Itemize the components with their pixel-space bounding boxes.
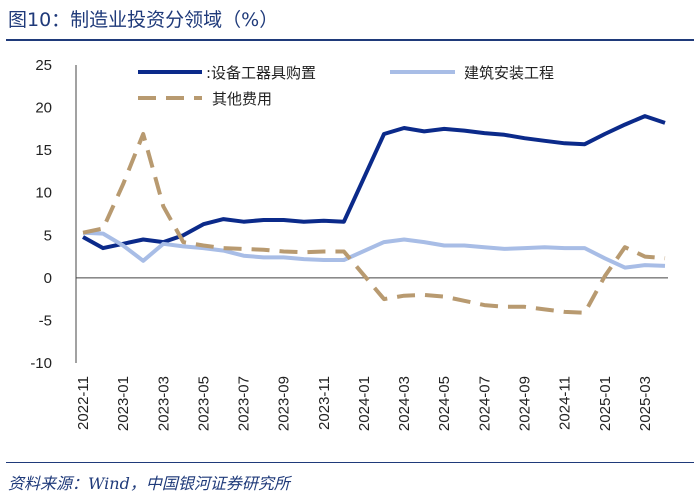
y-tick-label: 20 bbox=[35, 100, 52, 117]
y-tick-label: 5 bbox=[44, 227, 52, 244]
x-tick-label: 2023-01 bbox=[115, 376, 132, 431]
series-line-1 bbox=[82, 114, 666, 251]
x-tick-label: 2024-07 bbox=[476, 376, 493, 431]
x-tick-label: 2024-05 bbox=[436, 376, 453, 431]
x-tick-label: 2024-03 bbox=[396, 376, 413, 431]
title-rule bbox=[6, 39, 694, 41]
chart-title: 图10：制造业投资分领域（%） bbox=[8, 9, 279, 31]
x-tick-label: 2023-05 bbox=[195, 376, 212, 431]
x-tick-label: 2022-11 bbox=[75, 376, 92, 430]
x-tick-label: 2023-07 bbox=[236, 376, 253, 431]
legend-label: 其他费用 bbox=[212, 90, 272, 108]
y-tick-label: 0 bbox=[44, 270, 52, 287]
y-tick-label: 25 bbox=[35, 57, 52, 74]
y-tick-label: -10 bbox=[30, 355, 52, 372]
x-tick-label: 2024-09 bbox=[517, 376, 534, 431]
x-tick-label: 2023-03 bbox=[155, 376, 172, 431]
legend-label: 建筑安装工程 bbox=[464, 64, 554, 82]
x-tick-label: 2024-11 bbox=[557, 376, 574, 430]
y-tick-label: -5 bbox=[39, 312, 52, 329]
x-tick-label: 2025-01 bbox=[597, 376, 614, 431]
series-line-2 bbox=[82, 230, 666, 270]
x-tick-label: 2025-03 bbox=[637, 376, 654, 431]
x-tick-label: 2023-11 bbox=[316, 376, 333, 430]
series-lines bbox=[82, 114, 666, 315]
y-axis: 25 20 15 10 5 0 -5 -10 bbox=[30, 57, 77, 372]
legend-label: :设备工器具购置 bbox=[206, 64, 316, 82]
x-tick-label: 2023-09 bbox=[276, 376, 293, 431]
series-line-3 bbox=[82, 132, 666, 315]
x-axis: 2022-11 2023-01 2023-03 2023-05 2023-07 2023-… bbox=[75, 277, 668, 431]
x-tick-label: 2024-01 bbox=[356, 376, 373, 431]
y-tick-label: 10 bbox=[35, 185, 52, 202]
y-tick-label: 15 bbox=[35, 142, 52, 159]
source-rule bbox=[6, 462, 694, 463]
source-note: 资料来源：Wind，中国银河证券研究所 bbox=[8, 474, 290, 493]
